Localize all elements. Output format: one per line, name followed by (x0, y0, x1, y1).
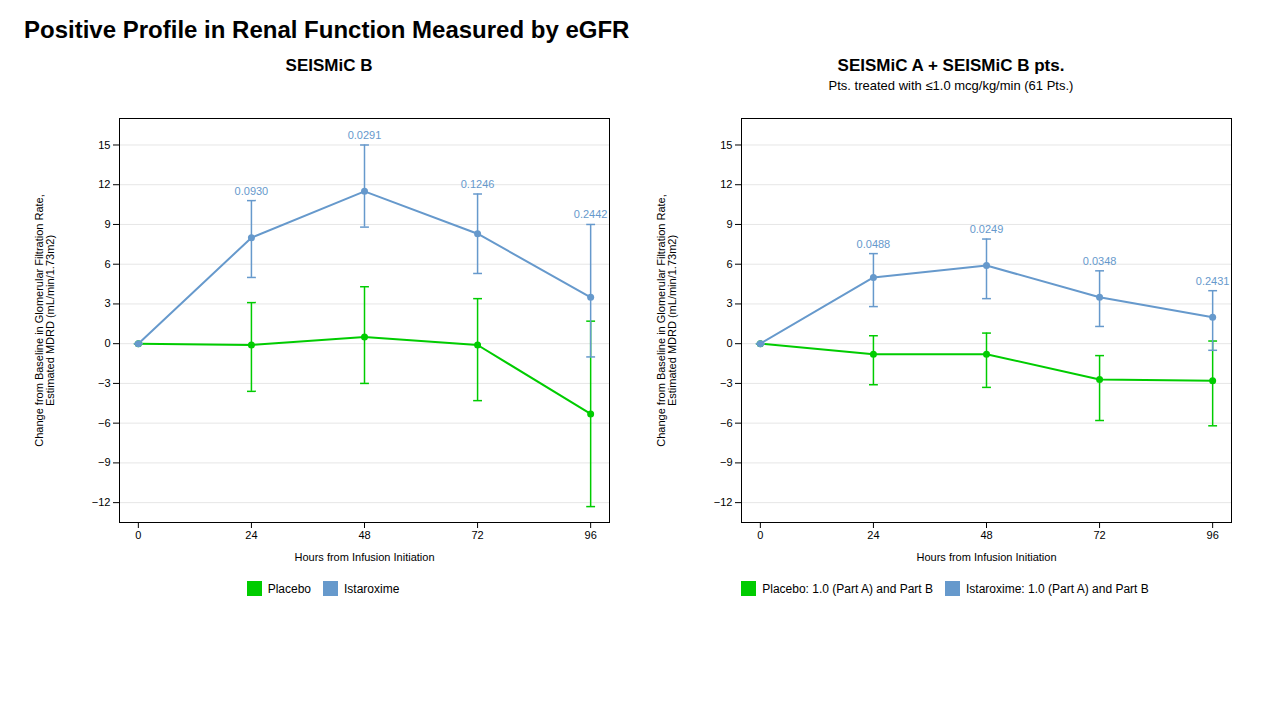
svg-text:−6: −6 (720, 417, 733, 429)
svg-text:48: 48 (980, 529, 992, 541)
svg-text:0: 0 (104, 337, 110, 349)
svg-text:24: 24 (245, 529, 257, 541)
svg-text:0.0249: 0.0249 (970, 223, 1004, 235)
svg-text:0.0348: 0.0348 (1083, 255, 1117, 267)
svg-text:96: 96 (1207, 529, 1219, 541)
svg-text:0.0488: 0.0488 (857, 238, 891, 250)
svg-text:12: 12 (720, 178, 732, 190)
svg-text:0.2442: 0.2442 (574, 208, 608, 220)
svg-text:24: 24 (867, 529, 879, 541)
svg-text:48: 48 (358, 529, 370, 541)
svg-text:96: 96 (585, 529, 597, 541)
svg-text:0.1246: 0.1246 (461, 178, 495, 190)
svg-text:−12: −12 (92, 496, 111, 508)
svg-text:9: 9 (104, 218, 110, 230)
svg-text:3: 3 (726, 297, 732, 309)
svg-text:0.2431: 0.2431 (1196, 275, 1230, 287)
html-text:Placebo: 1.0 (Part A) and Part: Placebo: 1.0 (Part A) and Part B (762, 581, 933, 596)
svg-text:0: 0 (135, 529, 141, 541)
svg-text:12: 12 (98, 178, 110, 190)
html-text:Pts. treated with ≤1.0 mcg/kg/: Pts. treated with ≤1.0 mcg/kg/min (61 Pt… (828, 78, 1074, 93)
svg-text:−3: −3 (98, 377, 111, 389)
html-text:Istaroxime: 1.0 (Part A) and P: Istaroxime: 1.0 (Part A) and Part B (966, 581, 1149, 596)
html-text:SEISMiC A + SEISMiC B pts.: SEISMiC A + SEISMiC B pts. (837, 56, 1065, 75)
html-text:Istaroxime: Istaroxime (344, 581, 400, 596)
svg-text:−3: −3 (720, 377, 733, 389)
svg-text:Hours from Infusion Initiation: Hours from Infusion Initiation (294, 551, 434, 563)
svg-text:72: 72 (471, 529, 483, 541)
svg-text:−9: −9 (98, 456, 111, 468)
svg-text:−9: −9 (720, 456, 733, 468)
svg-text:0: 0 (757, 529, 763, 541)
svg-text:3: 3 (104, 297, 110, 309)
svg-text:72: 72 (1093, 529, 1105, 541)
html-text:Placebo: Placebo (267, 581, 311, 596)
svg-text:15: 15 (98, 139, 110, 151)
svg-text:Hours from Infusion Initiation: Hours from Infusion Initiation (916, 551, 1056, 563)
svg-text:0.0930: 0.0930 (235, 185, 269, 197)
svg-text:15: 15 (720, 139, 732, 151)
svg-text:−6: −6 (98, 417, 111, 429)
html-text:Positive Profile in Renal Func: Positive Profile in Renal Function Measu… (24, 16, 630, 43)
svg-text:6: 6 (726, 258, 732, 270)
svg-text:Change from Baseline in Glomer: Change from Baseline in Glomerular Filtr… (655, 194, 678, 447)
svg-text:6: 6 (104, 258, 110, 270)
svg-text:9: 9 (726, 218, 732, 230)
html-text:SEISMiC B: SEISMiC B (285, 56, 373, 75)
svg-text:−12: −12 (714, 496, 733, 508)
svg-text:Change from Baseline in Glomer: Change from Baseline in Glomerular Filtr… (33, 194, 56, 447)
svg-text:0.0291: 0.0291 (348, 129, 382, 141)
svg-text:0: 0 (726, 337, 732, 349)
